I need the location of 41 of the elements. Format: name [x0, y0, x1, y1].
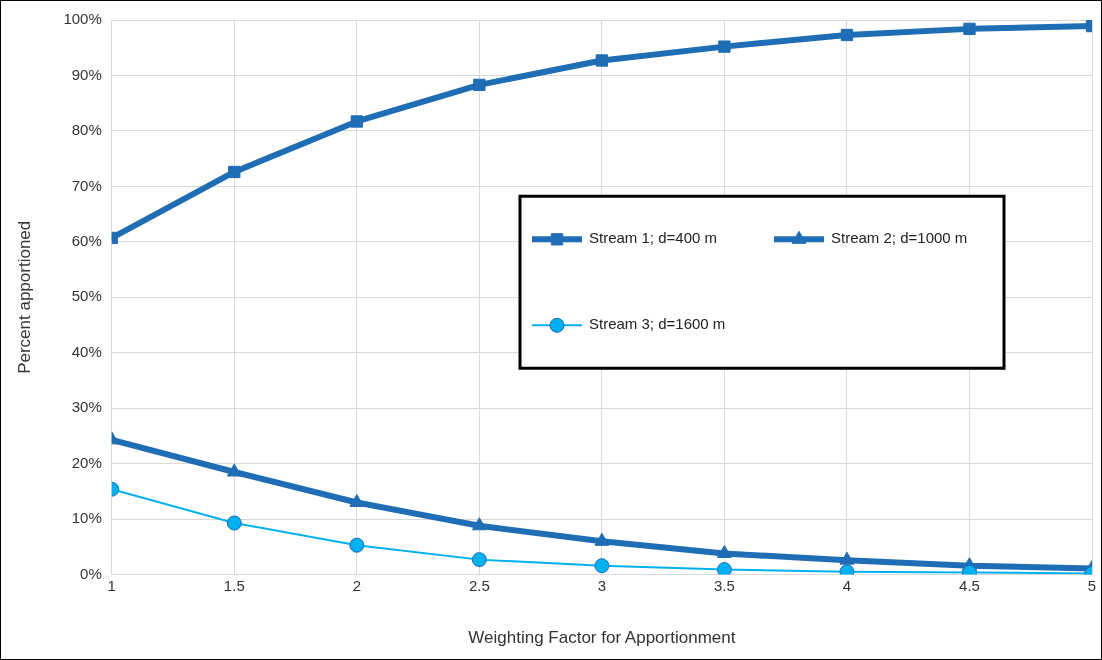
x-tick-label: 4 — [842, 576, 852, 594]
point — [718, 40, 731, 53]
x-tick-label: 4.5 — [959, 576, 980, 594]
y-tick-label: 70% — [71, 176, 102, 194]
x-tick-label: 5 — [1087, 576, 1097, 594]
point — [839, 551, 855, 565]
y-tick-label: 40% — [71, 342, 102, 360]
point — [963, 22, 976, 36]
point — [716, 562, 732, 575]
legend-label: Stream 1; d=400 m — [589, 229, 717, 247]
x-tick-label: 1 — [107, 576, 116, 594]
y-tick-label: 80% — [71, 121, 102, 139]
point — [226, 515, 242, 531]
y-tick-label: 30% — [71, 398, 102, 416]
y-axis-title: Percent apportioned — [14, 220, 34, 374]
point — [840, 28, 854, 42]
y-tick-label: 50% — [71, 287, 102, 305]
y-tick-label: 90% — [71, 65, 102, 83]
y-tick-label: 60% — [71, 231, 102, 249]
point — [716, 545, 732, 559]
x-tick-label: 3 — [597, 576, 607, 594]
legend-label: Stream 3; d=1600 m — [589, 315, 726, 333]
point — [228, 165, 241, 179]
point — [473, 78, 486, 92]
x-axis-title: Weighting Factor for Apportionment — [468, 628, 736, 648]
point — [595, 54, 609, 67]
point — [350, 115, 363, 128]
point — [349, 494, 365, 507]
x-tick-label: 1.5 — [223, 576, 245, 594]
y-tick-label: 100% — [63, 10, 102, 28]
point — [226, 463, 242, 477]
point — [594, 532, 610, 546]
legend-label: Stream 2; d=1000 m — [831, 229, 968, 247]
x-tick-label: 2.5 — [468, 576, 490, 594]
point — [349, 537, 365, 553]
y-tick-label: 20% — [71, 453, 102, 471]
x-tick-label: 2 — [352, 576, 361, 594]
y-tick-label: 0% — [80, 564, 102, 582]
y-tick-label: 10% — [71, 509, 102, 527]
point — [471, 517, 487, 531]
x-tick-label: 3.5 — [713, 576, 735, 594]
